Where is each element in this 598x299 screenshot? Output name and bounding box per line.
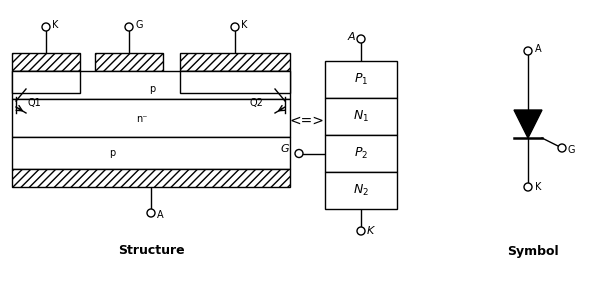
Text: $P_2$: $P_2$ bbox=[354, 146, 368, 161]
Text: Structure: Structure bbox=[118, 245, 184, 257]
Circle shape bbox=[524, 47, 532, 55]
Circle shape bbox=[231, 23, 239, 31]
Text: Q1: Q1 bbox=[28, 98, 42, 108]
Text: Symbol: Symbol bbox=[507, 245, 559, 257]
Bar bbox=[325, 61, 397, 98]
Bar bbox=[325, 98, 397, 135]
Bar bbox=[325, 172, 397, 209]
Bar bbox=[12, 53, 80, 71]
Bar bbox=[12, 71, 80, 93]
Text: $N_1$: $N_1$ bbox=[353, 109, 369, 124]
Text: $P_1$: $P_1$ bbox=[354, 72, 368, 87]
Text: n: n bbox=[37, 80, 43, 90]
Text: K: K bbox=[367, 226, 374, 236]
Text: G: G bbox=[135, 20, 142, 30]
Text: A: A bbox=[157, 210, 164, 220]
Text: <=>: <=> bbox=[289, 114, 325, 128]
Bar bbox=[12, 137, 290, 169]
Text: p: p bbox=[149, 84, 155, 94]
Circle shape bbox=[558, 144, 566, 152]
Text: $N_2$: $N_2$ bbox=[353, 183, 369, 198]
Text: G: G bbox=[568, 145, 575, 155]
Circle shape bbox=[357, 227, 365, 235]
Circle shape bbox=[42, 23, 50, 31]
Bar bbox=[12, 169, 290, 187]
Text: Q2: Q2 bbox=[250, 98, 264, 108]
Bar bbox=[12, 99, 290, 137]
Bar bbox=[95, 53, 163, 71]
Text: n⁻: n⁻ bbox=[136, 114, 148, 124]
Text: K: K bbox=[535, 182, 541, 192]
Circle shape bbox=[295, 150, 303, 158]
Bar bbox=[180, 53, 290, 71]
Text: p: p bbox=[109, 148, 115, 158]
Circle shape bbox=[125, 23, 133, 31]
Bar bbox=[12, 71, 290, 99]
Text: K: K bbox=[52, 20, 59, 30]
Text: G: G bbox=[280, 144, 289, 155]
Bar bbox=[180, 71, 290, 93]
Circle shape bbox=[524, 183, 532, 191]
Text: A: A bbox=[535, 44, 542, 54]
Text: n: n bbox=[229, 80, 235, 90]
Bar bbox=[325, 135, 397, 172]
Text: A: A bbox=[347, 32, 355, 42]
Text: K: K bbox=[241, 20, 248, 30]
Polygon shape bbox=[514, 110, 542, 138]
Circle shape bbox=[357, 35, 365, 43]
Circle shape bbox=[147, 209, 155, 217]
